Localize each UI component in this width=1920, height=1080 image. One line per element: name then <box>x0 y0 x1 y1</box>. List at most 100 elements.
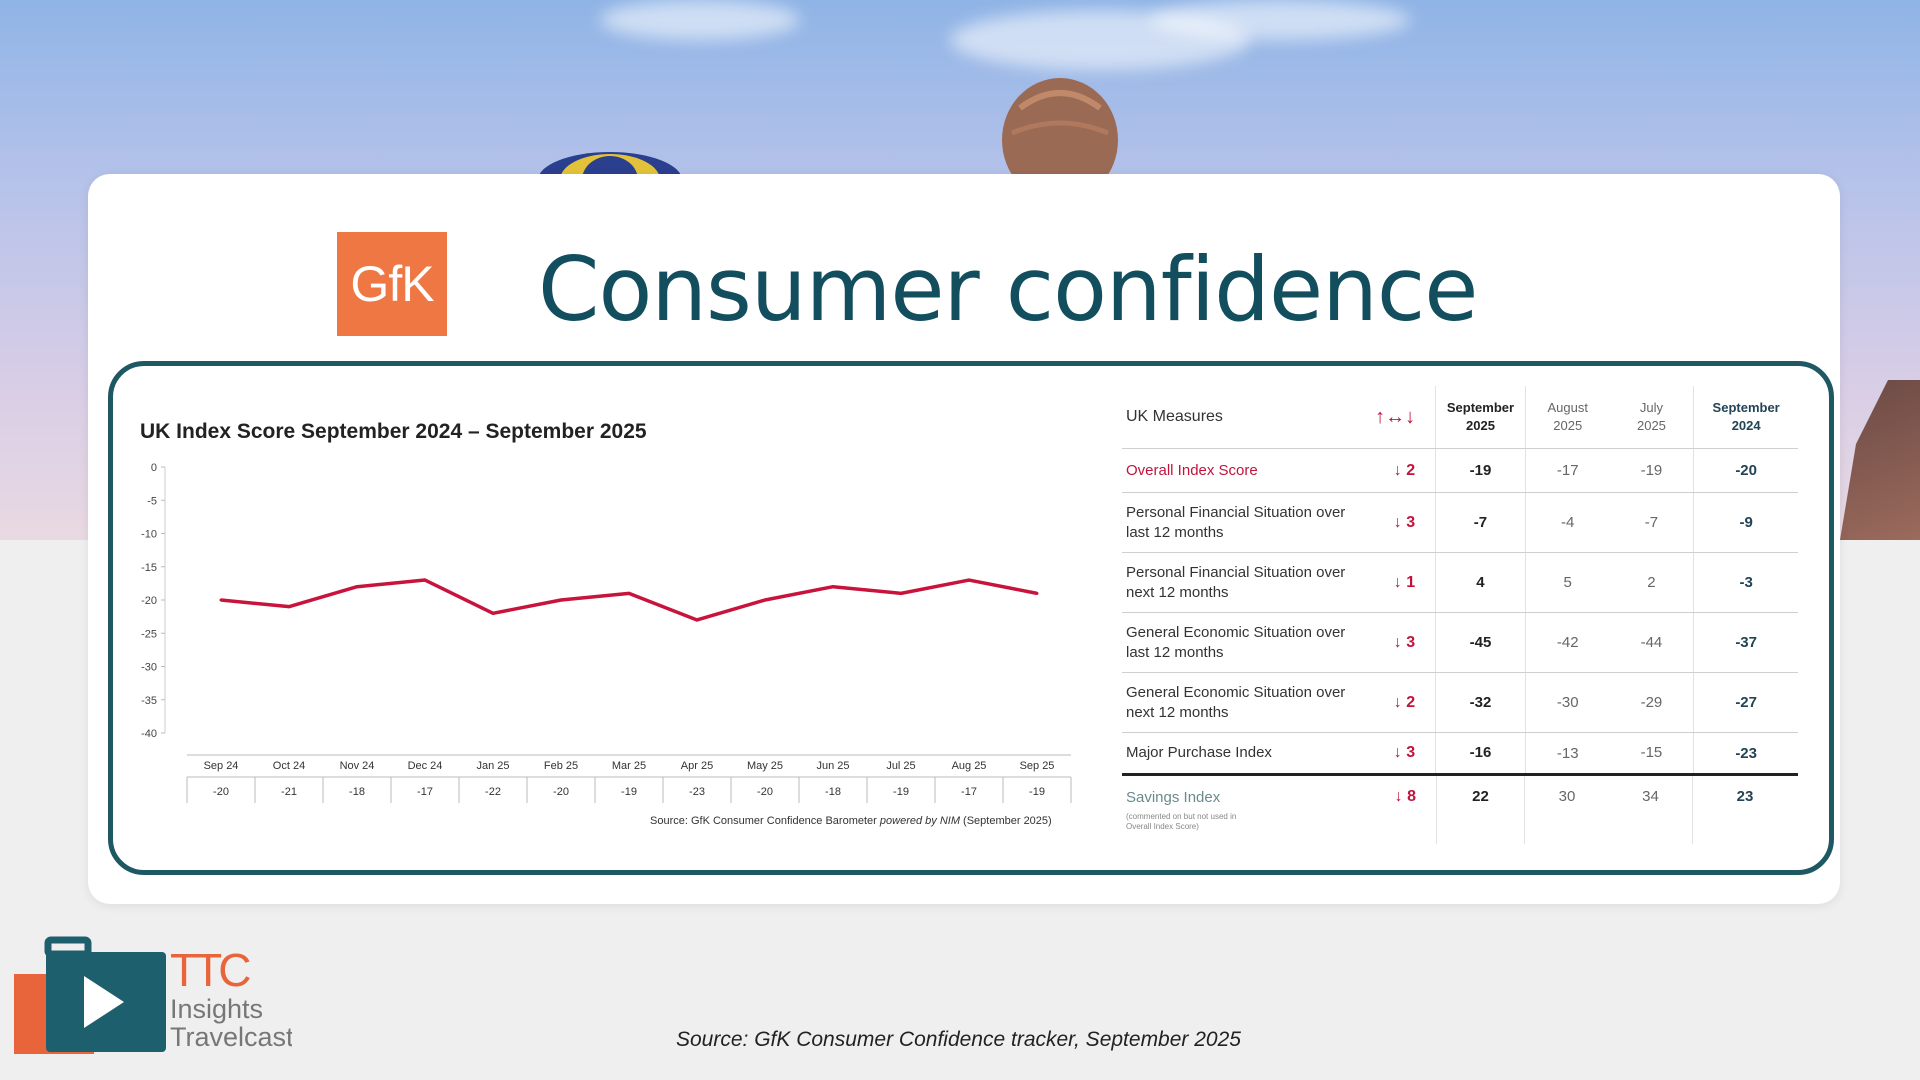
header-arrows: ↑↔↓ <box>1375 405 1416 428</box>
x-tick-label: Sep 24 <box>204 760 239 772</box>
down-arrow-icon: ↓ <box>1394 788 1403 805</box>
data-label: -20 <box>213 786 229 798</box>
x-tick-label: Dec 24 <box>408 760 443 772</box>
table-row: Major Purchase Index ↓ 3 -16 -13 -15 -23 <box>1122 733 1798 776</box>
header-uk-measures: UK Measures <box>1126 408 1223 425</box>
cell-jul25: -15 <box>1610 733 1695 773</box>
data-point <box>355 585 359 589</box>
cell-sep25: -16 <box>1435 733 1526 773</box>
x-tick-label: Oct 24 <box>273 760 305 772</box>
header-september-2024: September 2024 <box>1712 400 1780 433</box>
cell-aug25: -4 <box>1561 514 1575 531</box>
data-label: -19 <box>621 786 637 798</box>
row-name: Major Purchase Index <box>1126 744 1272 761</box>
change-indicator: ↓ 2 <box>1393 693 1416 711</box>
x-tick-label: Jan 25 <box>476 760 509 772</box>
cell-sep25: 22 <box>1436 776 1525 844</box>
down-arrow-icon: ↓ <box>1393 693 1402 711</box>
down-arrow-icon: ↓ <box>1393 744 1402 761</box>
data-label: -17 <box>961 786 977 798</box>
series-line <box>220 578 1038 622</box>
data-point <box>491 611 495 615</box>
header-july-2025: July 2025 <box>1610 386 1695 448</box>
cell-jul25: 2 <box>1610 553 1695 612</box>
x-tick-label: Jun 25 <box>816 760 849 772</box>
change-indicator: ↓ 3 <box>1393 513 1416 531</box>
y-tick-label: -10 <box>141 529 157 541</box>
data-point <box>423 578 427 582</box>
row-name: General Economic Situation over next 12 … <box>1126 683 1346 721</box>
line-chart: 0 -5 -10 -15 -20 -25 -30 -35 -40 Sep 24 -20 Oct 24 -… <box>141 462 1072 803</box>
header-september-2025: September 2025 <box>1435 386 1526 448</box>
data-point <box>831 585 835 589</box>
data-label: -21 <box>281 786 297 798</box>
svg-text:Insights: Insights <box>170 994 263 1024</box>
y-tick-label: -40 <box>141 728 157 740</box>
x-tick-label: Mar 25 <box>612 760 646 772</box>
table-row: General Economic Situation over next 12 … <box>1122 673 1798 733</box>
chart-title: UK Index Score September 2024 – Septembe… <box>140 420 647 443</box>
cell-sep25: -45 <box>1435 613 1526 672</box>
data-point <box>899 591 903 595</box>
change-indicator: ↓ 3 <box>1393 744 1416 761</box>
cell-jul25: -19 <box>1610 449 1695 492</box>
data-point <box>219 598 223 602</box>
cell-jul25: -7 <box>1610 493 1695 552</box>
cell-sep24: -9 <box>1739 514 1753 531</box>
x-tick-label: Sep 25 <box>1020 760 1055 772</box>
cell-aug25: -17 <box>1556 462 1579 479</box>
cell-sep25: -32 <box>1435 673 1526 732</box>
data-label: -18 <box>349 786 365 798</box>
cell-aug25: -42 <box>1556 634 1579 651</box>
row-name: Overall Index Score <box>1126 461 1258 479</box>
y-tick-label: -30 <box>141 662 157 674</box>
row-name: General Economic Situation over last 12 … <box>1126 623 1346 661</box>
cell-jul25: -29 <box>1610 673 1695 732</box>
cell-aug25: 5 <box>1563 574 1572 591</box>
data-label: -19 <box>893 786 909 798</box>
change-indicator: ↓ 1 <box>1393 573 1416 591</box>
x-tick-label: Nov 24 <box>340 760 375 772</box>
row-name: Savings Index (commented on but not used… <box>1122 788 1366 832</box>
x-tick-label: Apr 25 <box>681 760 713 772</box>
data-point <box>763 598 767 602</box>
uk-measures-table: UK Measures ↑↔↓ September 2025 August 2025… <box>1122 386 1798 844</box>
data-label: -22 <box>485 786 501 798</box>
data-label: -19 <box>1029 786 1045 798</box>
data-label: -18 <box>825 786 841 798</box>
savings-note: (commented on but not used in Overall In… <box>1126 812 1237 831</box>
table-header-row: UK Measures ↑↔↓ September 2025 August 2025… <box>1122 386 1798 449</box>
x-tick-label: May 25 <box>747 760 783 772</box>
data-point <box>1035 591 1039 595</box>
gfk-logo: GfK <box>337 232 447 336</box>
cell-jul25: 34 <box>1609 776 1693 844</box>
data-label: -20 <box>757 786 773 798</box>
x-tick-label: Aug 25 <box>952 760 987 772</box>
content-frame <box>108 361 1834 875</box>
cell-sep24: -37 <box>1735 634 1757 651</box>
data-label: -20 <box>553 786 569 798</box>
table-row: Personal Financial Situation over next 1… <box>1122 553 1798 613</box>
change-indicator: ↓ 3 <box>1393 633 1416 651</box>
cell-aug25: -30 <box>1556 694 1579 711</box>
page-title: Consumer confidence <box>538 238 1478 341</box>
svg-text:TTC: TTC <box>170 944 250 996</box>
data-point <box>695 618 699 622</box>
y-tick-label: -15 <box>141 562 157 574</box>
x-tick-label: Feb 25 <box>544 760 578 772</box>
table-row: Personal Financial Situation over last 1… <box>1122 493 1798 553</box>
ttc-insights-travelcast-logo: TTC Insights Travelcast <box>14 936 292 1054</box>
cell-jul25: -44 <box>1610 613 1695 672</box>
data-label: -17 <box>417 786 433 798</box>
cell-sep24: -23 <box>1735 744 1757 762</box>
hot-air-balloon-image <box>1002 78 1118 178</box>
change-indicator: ↓ 2 <box>1393 461 1416 479</box>
cell-sep24: 23 <box>1736 788 1754 805</box>
table-row: Savings Index (commented on but not used… <box>1122 776 1798 844</box>
down-arrow-icon: ↓ <box>1393 633 1402 651</box>
cell-sep24: -20 <box>1735 462 1757 479</box>
down-arrow-icon: ↓ <box>1393 573 1402 591</box>
change-indicator: ↓ 8 <box>1394 788 1416 805</box>
data-point <box>627 591 631 595</box>
data-point <box>967 578 971 582</box>
